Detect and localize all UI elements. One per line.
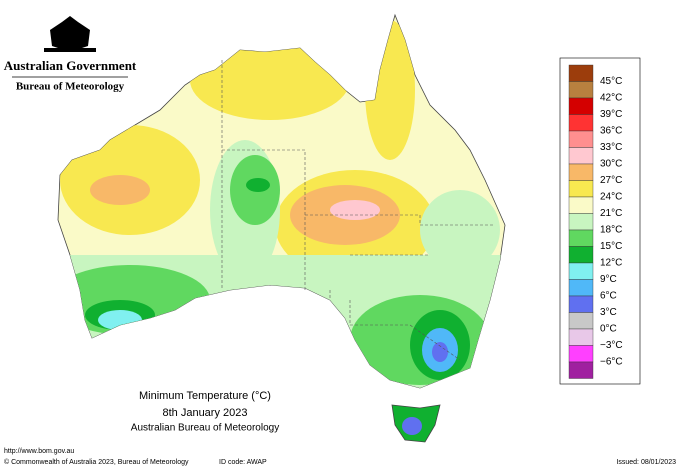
legend-label: 21°C (600, 208, 622, 219)
legend-swatch (568, 345, 594, 363)
legend-label: −6°C (600, 357, 623, 368)
legend-swatch (568, 279, 594, 297)
legend-label: 39°C (600, 109, 622, 120)
legend-swatch (568, 81, 594, 99)
legend-swatch (568, 262, 594, 280)
legend-label: −3°C (600, 340, 623, 351)
field (420, 190, 500, 270)
coat-of-arms-base (44, 48, 96, 52)
footer-issued: Issued: 08/01/2023 (616, 459, 676, 466)
field (90, 175, 150, 205)
map-source: Australian Bureau of Meteorology (131, 423, 279, 434)
legend-label: 0°C (600, 324, 617, 335)
legend-label: 12°C (600, 258, 622, 269)
legend-swatch (568, 97, 594, 115)
tasmania-field (402, 417, 422, 435)
map-title: Minimum Temperature (°C) (139, 390, 271, 402)
legend-label: 18°C (600, 225, 622, 236)
field (365, 20, 415, 160)
legend-swatch (568, 328, 594, 346)
legend-label: 30°C (600, 159, 622, 170)
field (246, 178, 270, 192)
state-borders (221, 60, 495, 361)
legend-label: 27°C (600, 175, 622, 186)
legend-label: 24°C (600, 192, 622, 203)
field (330, 200, 380, 220)
legend-swatch (568, 147, 594, 165)
footer-id: ID code: AWAP (219, 459, 267, 466)
legend-swatch (568, 295, 594, 313)
footer-copyright: © Commonwealth of Australia 2023, Bureau… (4, 458, 189, 466)
legend-swatch (568, 361, 594, 379)
legend-label: 42°C (600, 93, 622, 104)
footer-url: http://www.bom.gov.au (4, 448, 74, 455)
legend-label: 36°C (600, 126, 622, 137)
legend-swatch (568, 130, 594, 148)
logo (44, 16, 96, 52)
legend-swatch (568, 229, 594, 247)
legend-label: 6°C (600, 291, 617, 302)
bureau-name: Bureau of Meteorology (16, 81, 125, 93)
legend-label: 15°C (600, 241, 622, 252)
temperature-fields (58, 20, 505, 388)
agency-name: Australian Government (4, 58, 137, 73)
legend-label: 45°C (600, 76, 622, 87)
legend-label: 3°C (600, 307, 617, 318)
legend-swatch (568, 163, 594, 181)
legend-label: 33°C (600, 142, 622, 153)
legend-label: 9°C (600, 274, 617, 285)
legend-swatch (568, 114, 594, 132)
coat-of-arms (50, 16, 90, 52)
legend-swatch (568, 213, 594, 231)
legend-swatch (568, 246, 594, 264)
legend: 45°C 42°C 39°C 36°C 33°C 30°C 27°C 24°C 21°C 18°C… (568, 64, 623, 379)
field (190, 40, 350, 120)
legend-swatch (568, 312, 594, 330)
map (57, 13, 506, 443)
legend-swatch (568, 196, 594, 214)
field (58, 265, 210, 335)
field (432, 342, 448, 362)
map-date: 8th January 2023 (162, 407, 247, 419)
field (98, 310, 142, 330)
legend-swatch (568, 64, 594, 82)
legend-swatch (568, 180, 594, 198)
